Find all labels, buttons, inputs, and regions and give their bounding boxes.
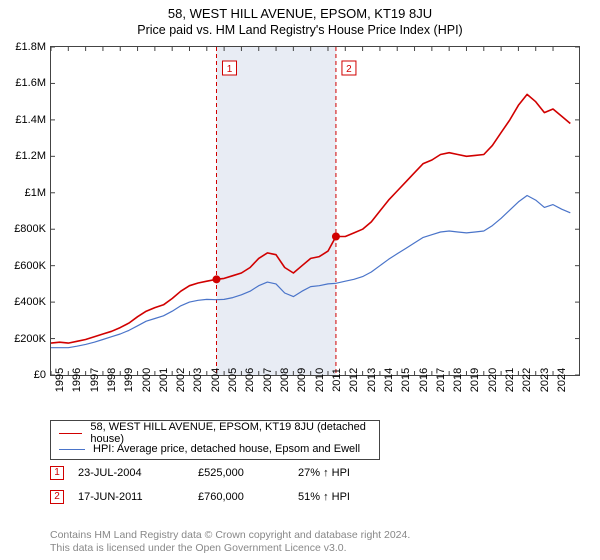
xtick-label: 2005 [227, 368, 239, 392]
sale-price-2: £760,000 [198, 491, 298, 503]
xtick-label: 1999 [123, 368, 135, 392]
xtick-label: 1996 [71, 368, 83, 392]
xtick-label: 2010 [314, 368, 326, 392]
xtick-label: 2024 [556, 368, 568, 392]
sale-price-1: £525,000 [198, 467, 298, 479]
chart-container: 58, WEST HILL AVENUE, EPSOM, KT19 8JU Pr… [0, 0, 600, 560]
ytick-label: £1.8M [15, 41, 46, 53]
xtick-label: 2004 [210, 368, 222, 392]
ytick-label: £600K [14, 260, 46, 272]
plot-svg: 12 [51, 47, 579, 375]
sale-hpi-2: 51% ↑ HPI [298, 491, 398, 503]
xtick-label: 2017 [435, 368, 447, 392]
ytick-label: £1.2M [15, 150, 46, 162]
xtick-label: 2003 [192, 368, 204, 392]
ytick-label: £200K [14, 333, 46, 345]
plot-area: 12 £0£200K£400K£600K£800K£1M£1.2M£1.4M£1… [50, 46, 580, 376]
xtick-label: 2008 [279, 368, 291, 392]
chart-title: 58, WEST HILL AVENUE, EPSOM, KT19 8JU [0, 6, 600, 21]
ytick-label: £0 [34, 369, 46, 381]
sale-date-2: 17-JUN-2011 [78, 491, 198, 503]
chart-subtitle: Price paid vs. HM Land Registry's House … [0, 23, 600, 37]
title-block: 58, WEST HILL AVENUE, EPSOM, KT19 8JU Pr… [0, 0, 600, 37]
xtick-label: 1995 [54, 368, 66, 392]
ytick-label: £1.6M [15, 77, 46, 89]
footer-line1: Contains HM Land Registry data © Crown c… [50, 529, 410, 543]
xtick-label: 2009 [296, 368, 308, 392]
xtick-label: 2021 [504, 368, 516, 392]
xtick-label: 2022 [521, 368, 533, 392]
xtick-label: 2016 [418, 368, 430, 392]
sale-marker-2: 2 [50, 490, 64, 504]
svg-text:2: 2 [346, 64, 352, 75]
sale-row-1: 1 23-JUL-2004 £525,000 27% ↑ HPI [50, 466, 550, 480]
legend: 58, WEST HILL AVENUE, EPSOM, KT19 8JU (d… [50, 420, 380, 460]
ytick-label: £400K [14, 296, 46, 308]
legend-swatch-hpi [59, 449, 85, 450]
xtick-label: 2014 [383, 368, 395, 392]
xtick-label: 2015 [400, 368, 412, 392]
xtick-label: 2001 [158, 368, 170, 392]
xtick-label: 2011 [331, 368, 343, 392]
xtick-label: 2018 [452, 368, 464, 392]
xtick-label: 1998 [106, 368, 118, 392]
sale-date-1: 23-JUL-2004 [78, 467, 198, 479]
legend-label-hpi: HPI: Average price, detached house, Epso… [93, 443, 360, 455]
sale-marker-1: 1 [50, 466, 64, 480]
ytick-label: £800K [14, 223, 46, 235]
sale-row-2: 2 17-JUN-2011 £760,000 51% ↑ HPI [50, 490, 550, 504]
xtick-label: 2012 [348, 368, 360, 392]
xtick-label: 2000 [141, 368, 153, 392]
svg-text:1: 1 [227, 64, 233, 75]
ytick-label: £1.4M [15, 114, 46, 126]
legend-item-price-paid: 58, WEST HILL AVENUE, EPSOM, KT19 8JU (d… [59, 425, 371, 441]
footer-line2: This data is licensed under the Open Gov… [50, 542, 410, 556]
legend-swatch-price-paid [59, 433, 82, 434]
xtick-label: 2006 [244, 368, 256, 392]
xtick-label: 2023 [539, 368, 551, 392]
sale-hpi-1: 27% ↑ HPI [298, 467, 398, 479]
xtick-label: 2002 [175, 368, 187, 392]
legend-item-hpi: HPI: Average price, detached house, Epso… [59, 441, 371, 457]
xtick-label: 2019 [469, 368, 481, 392]
legend-label-price-paid: 58, WEST HILL AVENUE, EPSOM, KT19 8JU (d… [90, 421, 371, 445]
plot-frame: 12 [50, 46, 580, 376]
xtick-label: 1997 [89, 368, 101, 392]
xtick-label: 2013 [366, 368, 378, 392]
ytick-label: £1M [25, 187, 46, 199]
xtick-label: 2007 [262, 368, 274, 392]
footer: Contains HM Land Registry data © Crown c… [50, 529, 410, 556]
xtick-label: 2020 [487, 368, 499, 392]
